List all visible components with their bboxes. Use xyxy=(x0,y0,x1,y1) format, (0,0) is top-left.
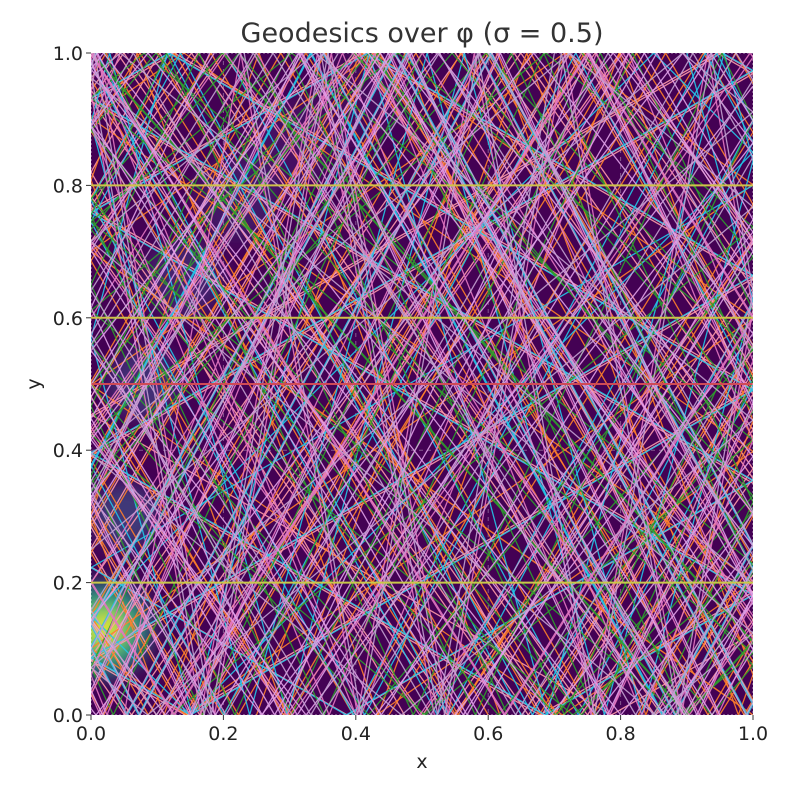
geodesic-path-26 xyxy=(91,53,753,715)
geodesic-path-29 xyxy=(91,53,753,715)
y-tick-label: 0.8 xyxy=(53,175,83,197)
y-tick-label: 0.6 xyxy=(53,308,83,330)
horizontal-geodesics xyxy=(91,184,753,584)
y-axis-ticks: 0.0 0.2 0.4 0.6 0.8 1.0 xyxy=(53,43,91,727)
y-tick-label: 0.0 xyxy=(53,705,83,727)
geodesic-path-18 xyxy=(91,53,753,715)
geodesic-path-33 xyxy=(91,53,753,715)
geodesic-path-22 xyxy=(91,53,753,715)
x-axis-ticks: 0.0 0.2 0.4 0.6 0.8 1.0 xyxy=(76,715,768,745)
geodesic-path-36 xyxy=(91,53,753,715)
geodesic-path-24 xyxy=(91,53,753,715)
geodesic-path-38 xyxy=(91,53,753,715)
x-tick-label: 0.6 xyxy=(473,723,503,745)
geodesic-path-34 xyxy=(91,53,753,715)
x-tick-label: 0.0 xyxy=(76,723,106,745)
x-tick-label: 0.4 xyxy=(341,723,371,745)
y-tick-label: 0.4 xyxy=(53,440,83,462)
x-tick-label: 0.2 xyxy=(208,723,238,745)
plot-area xyxy=(90,52,754,716)
y-tick-label: 0.2 xyxy=(53,573,83,595)
geodesic-path-37 xyxy=(91,53,753,715)
x-tick-label: 0.8 xyxy=(605,723,635,745)
x-axis-label: x xyxy=(416,751,427,773)
x-tick-label: 1.0 xyxy=(738,723,768,745)
plot-frame xyxy=(90,52,754,716)
geodesic-path-35 xyxy=(91,53,753,715)
geodesic-path-16 xyxy=(91,53,753,715)
y-axis-label: y xyxy=(23,378,45,389)
geodesic-path-28 xyxy=(91,53,753,715)
geodesic-path-31 xyxy=(91,53,753,715)
geodesic-path-32 xyxy=(91,53,753,715)
y-tick-label: 1.0 xyxy=(53,43,83,65)
geodesic-path-12 xyxy=(91,53,753,715)
chart-title: Geodesics over φ (σ = 0.5) xyxy=(241,18,604,49)
